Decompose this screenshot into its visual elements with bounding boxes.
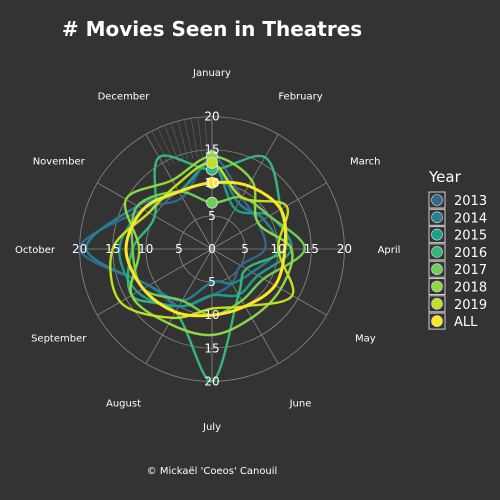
r-tick-down-15: 15 — [204, 341, 219, 355]
legend-key-2017 — [428, 260, 446, 278]
month-label-november: November — [33, 157, 86, 168]
legend-key-2015 — [428, 226, 446, 244]
month-label-july: July — [202, 422, 221, 433]
january-point-2017 — [206, 196, 218, 209]
month-label-september: September — [31, 334, 87, 345]
grid-fine-tick — [204, 116, 208, 157]
legend-swatch-2014 — [431, 211, 443, 224]
legend-key-all — [428, 312, 446, 330]
legend-key-2013 — [428, 191, 446, 209]
grid-fine-tick — [184, 119, 193, 159]
january-point-2019 — [206, 157, 218, 169]
legend-label-2019: 2019 — [454, 298, 487, 313]
r-tick-right-20: 20 — [337, 242, 352, 256]
r-tick-up-5: 5 — [208, 209, 216, 223]
legend-swatch-2015 — [431, 228, 443, 241]
legend-swatch-2016 — [431, 246, 443, 258]
copyright-text: © Mickaël 'Coeos' Canouil — [147, 466, 278, 477]
grid-fine-tick — [151, 130, 171, 167]
grid-fine-tick — [177, 121, 189, 160]
month-label-december: December — [98, 92, 151, 103]
legend-label-2018: 2018 — [454, 281, 487, 296]
grid-fine-tick — [145, 134, 166, 169]
r-tick-right-15: 15 — [304, 242, 319, 256]
legend-key-2019 — [428, 295, 446, 313]
r-tick-left-10: 10 — [138, 242, 153, 256]
legend-key-2018 — [428, 278, 446, 295]
grid-spoke-may — [211, 248, 327, 316]
r-tick-up-15: 15 — [204, 143, 219, 157]
r-tick-up-20: 20 — [204, 110, 219, 124]
radial-tick-labels: 5 10 15 20 5 10 15 20 5 10 15 20 5 10 15 20 0 — [72, 110, 352, 389]
grid-fine-tick — [197, 117, 203, 157]
grid-fine-tick — [191, 118, 198, 158]
legend-swatch-2017 — [431, 263, 443, 276]
month-label-october: October — [15, 245, 56, 256]
legend-label-all: ALL — [454, 315, 478, 330]
grid-fine-tick — [164, 125, 180, 163]
series-lines — [78, 154, 306, 383]
grid-spoke-february — [211, 134, 279, 250]
series-line-2019 — [109, 161, 295, 320]
january-point-all — [206, 176, 218, 189]
r-tick-down-20: 20 — [204, 374, 219, 388]
r-tick-up-10: 10 — [204, 176, 219, 190]
month-labels: January February March April May June July Augu… — [15, 68, 400, 433]
legend-key-2014 — [428, 208, 446, 226]
legend-label-2014: 2014 — [454, 211, 487, 226]
grid-fine-tick — [157, 127, 175, 165]
month-label-march: March — [350, 157, 380, 168]
series-line-2018 — [123, 155, 294, 337]
grid-fine-tick — [170, 123, 184, 161]
legend-label-2013: 2013 — [454, 194, 487, 209]
month-label-may: May — [355, 334, 376, 345]
r-tick-left-15: 15 — [105, 242, 120, 256]
legend-swatch-2019 — [431, 297, 443, 310]
legend-title: Year — [428, 168, 462, 186]
chart-title: # Movies Seen in Theatres — [62, 17, 362, 41]
r-tick-left-5: 5 — [175, 242, 183, 256]
legend-swatch-2018 — [431, 280, 443, 293]
legend-key-2016 — [428, 243, 446, 261]
month-label-january: January — [192, 68, 231, 79]
legend-label-2017: 2017 — [454, 263, 487, 278]
legend-swatch-all — [431, 315, 443, 327]
legend-label-2015: 2015 — [454, 229, 487, 244]
grid-spoke-september — [97, 248, 213, 316]
r-tick-right-10: 10 — [271, 242, 286, 256]
series-line-all — [124, 180, 288, 318]
month-label-february: February — [278, 92, 322, 103]
r-tick-left-20: 20 — [72, 242, 87, 256]
month-label-june: June — [289, 398, 312, 409]
legend-label-2016: 2016 — [454, 246, 487, 261]
month-label-august: August — [106, 398, 141, 409]
january-markers — [206, 150, 218, 209]
legend-swatch-2013 — [431, 194, 443, 206]
month-label-april: April — [378, 245, 401, 256]
legend: Year 2013 2014 2015 2016 2017 2018 2019 ALL — [428, 168, 487, 330]
r-tick-down-10: 10 — [204, 308, 219, 322]
r-tick-right-5: 5 — [241, 242, 249, 256]
r-tick-center-0: 0 — [208, 242, 216, 256]
r-tick-down-5: 5 — [208, 275, 216, 289]
